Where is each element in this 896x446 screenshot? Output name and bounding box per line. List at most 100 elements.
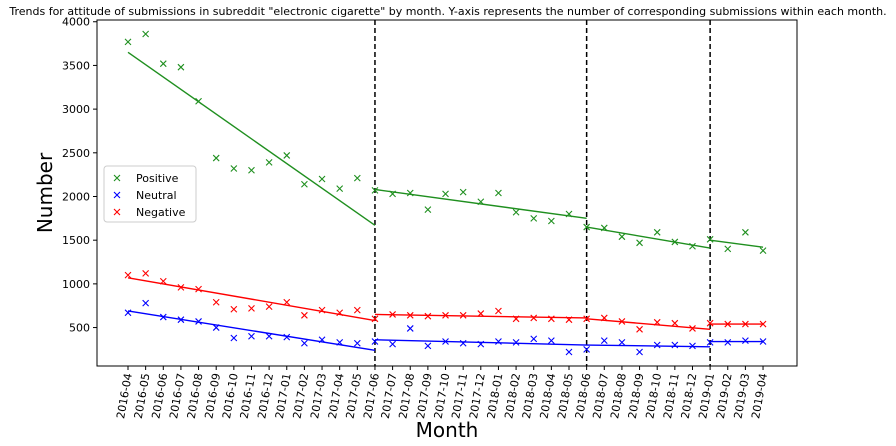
point-negative-2016-05: [142, 269, 150, 277]
point-neutral-2016-11: [248, 332, 255, 340]
point-negative-2016-11: [248, 304, 255, 312]
trend-line-negative: [374, 313, 587, 319]
point-positive-2016-05: [142, 30, 150, 38]
y-tick-label: 1000: [62, 278, 90, 291]
point-neutral-2018-05: [565, 348, 573, 356]
point-positive-2017-01: [283, 152, 291, 159]
y-tick-label: 500: [69, 322, 90, 335]
point-neutral-2019-04: [759, 338, 767, 345]
point-neutral-2018-01: [495, 338, 502, 345]
x-axis-ticks: 2016-042016-052016-062016-072016-082016-…: [114, 366, 770, 420]
point-negative-2017-04: [336, 309, 344, 317]
point-negative-2017-01: [283, 298, 291, 306]
point-neutral-2017-07: [389, 340, 396, 348]
point-positive-2016-12: [265, 159, 273, 166]
point-neutral-2017-03: [318, 336, 326, 344]
point-positive-2019-04: [759, 247, 767, 255]
point-positive-2017-03: [318, 175, 326, 183]
point-negative-2016-10: [230, 305, 238, 313]
point-positive-2019-01: [706, 235, 714, 243]
point-neutral-2017-01: [283, 333, 291, 341]
point-negative-2018-03: [530, 314, 538, 322]
point-negative-2016-09: [212, 298, 220, 306]
point-negative-2017-08: [406, 311, 414, 319]
point-neutral-2016-07: [177, 316, 185, 324]
point-negative-2016-06: [159, 277, 167, 285]
point-positive-2018-07: [600, 224, 608, 232]
point-negative-2018-04: [547, 315, 555, 323]
point-negative-2019-04: [759, 320, 767, 328]
point-negative-2018-08: [618, 318, 626, 325]
point-neutral-2018-02: [512, 339, 520, 346]
point-neutral-2017-02: [301, 339, 308, 347]
point-negative-2019-02: [724, 320, 732, 328]
point-negative-2016-04: [124, 271, 132, 279]
chart-title: Trends for attitude of submissions in su…: [8, 5, 886, 18]
trend-line-positive: [127, 51, 376, 226]
point-negative-2018-01: [495, 307, 502, 315]
point-positive-2016-07: [177, 63, 185, 71]
point-negative-2018-05: [565, 316, 573, 324]
point-negative-2017-12: [477, 310, 485, 317]
point-positive-2019-03: [742, 228, 749, 236]
trend-lines: [127, 51, 764, 351]
point-negative-2018-07: [600, 314, 608, 322]
point-neutral-2016-10: [230, 334, 238, 342]
point-neutral-2018-12: [689, 342, 696, 350]
legend-box: [103, 165, 197, 223]
point-positive-2018-08: [618, 233, 626, 241]
point-positive-2018-11: [671, 238, 679, 246]
trend-line-positive: [710, 239, 764, 248]
x-tick-label: 2019-04: [749, 372, 770, 420]
point-negative-2019-03: [742, 320, 749, 328]
point-neutral-2018-08: [618, 339, 626, 346]
point-positive-2017-02: [301, 180, 308, 188]
point-positive-2018-10: [653, 228, 661, 236]
point-positive-2017-11: [459, 188, 467, 196]
point-positive-2016-08: [195, 97, 202, 105]
point-positive-2016-06: [159, 60, 167, 68]
point-negative-2016-07: [177, 283, 185, 291]
point-negative-2017-03: [318, 306, 326, 314]
point-neutral-2016-12: [265, 332, 273, 340]
point-neutral-2016-09: [212, 324, 220, 331]
point-negative-2017-07: [389, 311, 396, 318]
point-positive-2018-09: [636, 239, 643, 247]
point-neutral-2017-11: [459, 339, 467, 347]
plot-area: [96, 19, 798, 367]
point-negative-2017-06: [371, 315, 379, 323]
point-positive-2017-10: [442, 190, 449, 198]
data-points: [124, 30, 767, 356]
point-neutral-2018-07: [600, 337, 608, 345]
point-neutral-2017-10: [442, 338, 449, 345]
point-negative-2016-08: [195, 285, 202, 293]
x-axis-label: Month: [416, 418, 479, 442]
point-negative-2018-11: [671, 319, 679, 327]
point-neutral-2016-08: [195, 318, 202, 325]
point-positive-2018-04: [547, 217, 555, 225]
legend: Positive Neutral Negative: [103, 165, 197, 223]
y-tick-label: 2000: [62, 190, 90, 203]
y-tick-label: 1500: [62, 234, 90, 247]
y-axis-label: Number: [33, 152, 57, 233]
point-negative-2017-05: [353, 306, 361, 314]
y-tick-label: 3000: [62, 103, 90, 116]
point-positive-2019-02: [724, 245, 732, 253]
legend-marker-positive: [113, 174, 121, 182]
point-neutral-2018-04: [547, 337, 555, 345]
point-positive-2018-02: [512, 208, 520, 216]
point-positive-2017-07: [389, 190, 396, 198]
point-neutral-2016-04: [124, 309, 132, 317]
y-tick-label: 4000: [62, 16, 90, 29]
point-positive-2016-09: [212, 154, 220, 162]
point-positive-2018-05: [565, 210, 573, 218]
point-neutral-2017-06: [371, 338, 379, 345]
point-negative-2019-01: [706, 319, 714, 327]
point-negative-2018-10: [653, 318, 661, 326]
point-neutral-2017-12: [477, 340, 485, 348]
point-positive-2017-12: [477, 198, 485, 206]
y-axis-ticks: 500 1000 1500 2000 2500 3000 3500 4000: [62, 16, 97, 335]
point-positive-2017-05: [353, 174, 361, 182]
point-positive-2016-04: [124, 38, 132, 46]
